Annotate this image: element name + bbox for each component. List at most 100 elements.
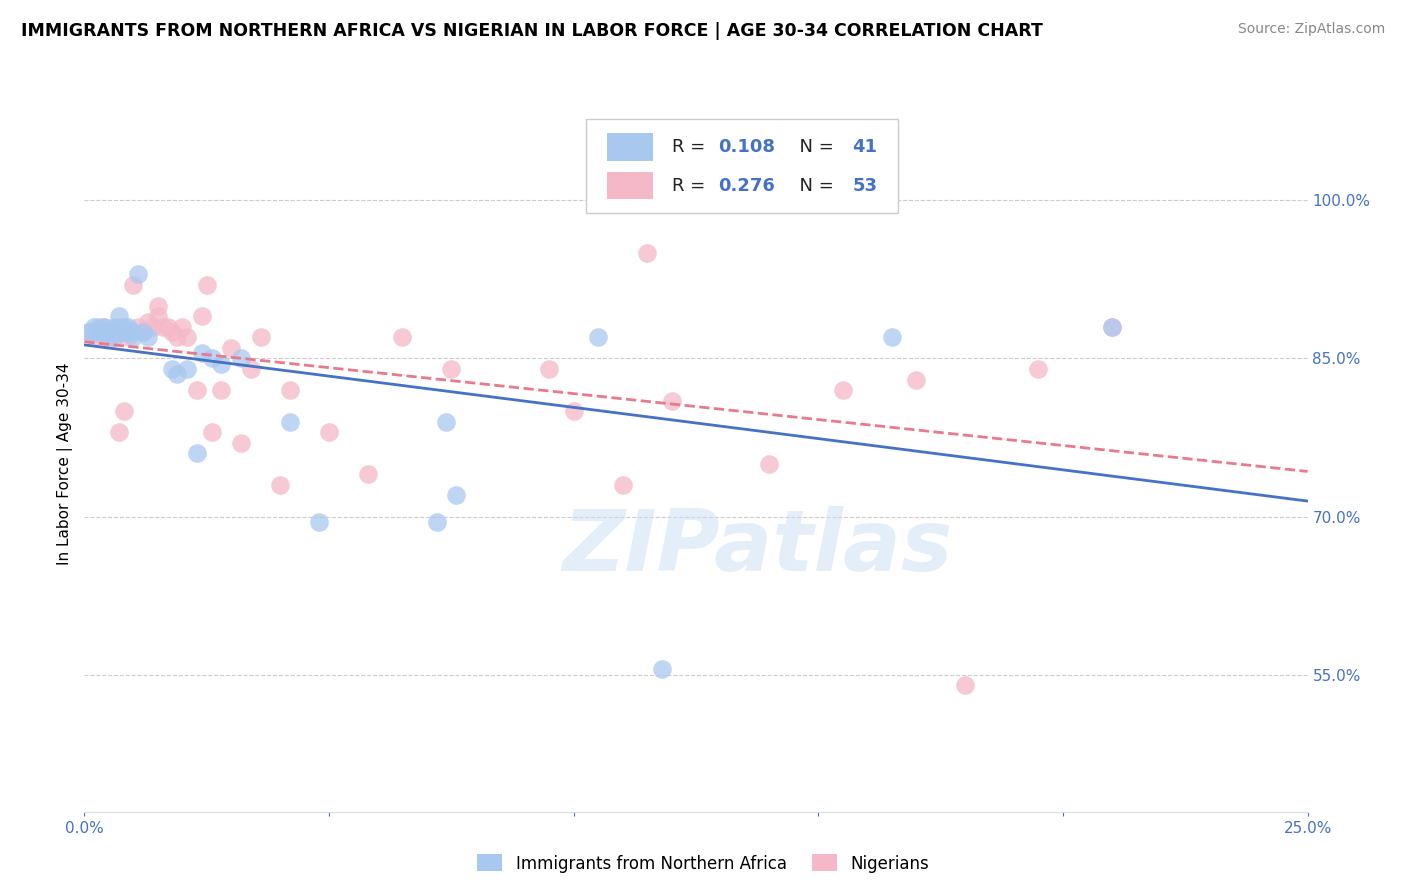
Point bbox=[239, 362, 262, 376]
Point bbox=[391, 330, 413, 344]
Text: ZIPatlas: ZIPatlas bbox=[562, 506, 952, 589]
Point bbox=[219, 341, 242, 355]
Point bbox=[117, 330, 139, 344]
Point bbox=[97, 325, 120, 339]
Point bbox=[97, 330, 120, 344]
FancyBboxPatch shape bbox=[586, 120, 898, 213]
Point bbox=[83, 325, 105, 339]
Point bbox=[93, 319, 115, 334]
Point bbox=[117, 319, 139, 334]
Point bbox=[176, 330, 198, 344]
Point bbox=[122, 277, 145, 292]
Point bbox=[176, 362, 198, 376]
Point bbox=[905, 372, 928, 386]
Point bbox=[269, 478, 291, 492]
Point bbox=[166, 330, 188, 344]
Point bbox=[1101, 319, 1123, 334]
Point bbox=[612, 478, 634, 492]
Point bbox=[136, 314, 159, 328]
Point bbox=[107, 425, 129, 440]
Point bbox=[107, 325, 129, 339]
Point bbox=[156, 319, 179, 334]
Point bbox=[77, 325, 100, 339]
Point bbox=[112, 319, 135, 334]
Text: Source: ZipAtlas.com: Source: ZipAtlas.com bbox=[1237, 22, 1385, 37]
Point bbox=[93, 330, 115, 344]
Point bbox=[127, 267, 149, 281]
Point bbox=[103, 330, 125, 344]
Point bbox=[186, 383, 208, 397]
Point bbox=[229, 351, 252, 366]
Point bbox=[122, 330, 145, 344]
Point bbox=[132, 325, 155, 339]
Point bbox=[200, 425, 222, 440]
Point bbox=[112, 404, 135, 418]
Point bbox=[103, 325, 125, 339]
Point bbox=[191, 346, 214, 360]
Point bbox=[661, 393, 683, 408]
Point bbox=[146, 310, 169, 324]
Point bbox=[436, 415, 458, 429]
Point bbox=[112, 325, 135, 339]
Point bbox=[103, 319, 125, 334]
Text: R =: R = bbox=[672, 177, 710, 194]
Point bbox=[112, 325, 135, 339]
Point bbox=[209, 357, 232, 371]
Point bbox=[132, 325, 155, 339]
Point bbox=[195, 277, 218, 292]
Point bbox=[146, 299, 169, 313]
Point bbox=[831, 383, 853, 397]
Point bbox=[166, 368, 188, 382]
Text: 0.108: 0.108 bbox=[718, 138, 775, 156]
Point bbox=[440, 362, 463, 376]
Point bbox=[1101, 319, 1123, 334]
Point bbox=[562, 404, 585, 418]
Point bbox=[209, 383, 232, 397]
Point bbox=[83, 330, 105, 344]
FancyBboxPatch shape bbox=[606, 171, 654, 200]
Point bbox=[117, 325, 139, 339]
Point bbox=[107, 319, 129, 334]
FancyBboxPatch shape bbox=[606, 134, 654, 161]
Point bbox=[191, 310, 214, 324]
Point bbox=[278, 415, 301, 429]
Point bbox=[172, 319, 194, 334]
Point bbox=[318, 425, 340, 440]
Point bbox=[229, 435, 252, 450]
Point bbox=[162, 325, 184, 339]
Point bbox=[103, 325, 125, 339]
Text: N =: N = bbox=[787, 177, 839, 194]
Point bbox=[93, 325, 115, 339]
Point bbox=[308, 515, 330, 529]
Point bbox=[152, 319, 174, 334]
Text: 53: 53 bbox=[852, 177, 877, 194]
Y-axis label: In Labor Force | Age 30-34: In Labor Force | Age 30-34 bbox=[58, 362, 73, 566]
Point bbox=[278, 383, 301, 397]
Text: 0.276: 0.276 bbox=[718, 177, 775, 194]
Point bbox=[586, 330, 609, 344]
Point bbox=[107, 310, 129, 324]
Text: 41: 41 bbox=[852, 138, 877, 156]
Point bbox=[186, 446, 208, 460]
Point bbox=[103, 330, 125, 344]
Point bbox=[636, 246, 658, 260]
Point bbox=[426, 515, 449, 529]
Point bbox=[77, 325, 100, 339]
Point bbox=[880, 330, 903, 344]
Point bbox=[249, 330, 271, 344]
Point bbox=[953, 678, 976, 692]
Point bbox=[444, 488, 467, 502]
Point bbox=[127, 319, 149, 334]
Point bbox=[758, 457, 780, 471]
Point bbox=[122, 325, 145, 339]
Point bbox=[136, 330, 159, 344]
Point bbox=[200, 351, 222, 366]
Text: N =: N = bbox=[787, 138, 839, 156]
Legend: Immigrants from Northern Africa, Nigerians: Immigrants from Northern Africa, Nigeria… bbox=[471, 847, 935, 880]
Point bbox=[97, 325, 120, 339]
Point bbox=[87, 319, 110, 334]
Point bbox=[651, 662, 673, 676]
Point bbox=[142, 319, 165, 334]
Point bbox=[97, 325, 120, 339]
Point bbox=[1028, 362, 1050, 376]
